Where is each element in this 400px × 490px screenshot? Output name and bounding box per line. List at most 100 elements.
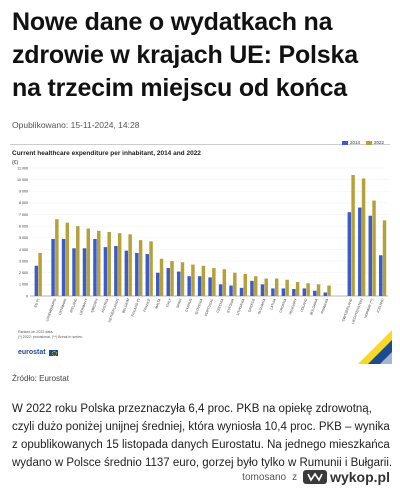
bar-2022 [285, 279, 289, 296]
legend-swatch-2014 [341, 140, 348, 145]
bar-2022 [233, 272, 237, 296]
bar-2014 [208, 277, 212, 296]
bar-2022 [76, 226, 80, 296]
bar-2014 [72, 248, 76, 296]
bar-2014 [82, 248, 87, 296]
x-tick-label: LUXEMBOURG [45, 298, 57, 322]
bar-2014 [103, 247, 108, 296]
legend-label-2014: 2014 [349, 140, 360, 145]
bar-2014 [34, 265, 39, 296]
x-tick-label: GERMANY [79, 297, 89, 315]
article-body: W 2022 roku Polska przeznaczyła 6,4 proc… [12, 403, 393, 469]
watermark-user[interactable]: tomosano [242, 471, 287, 483]
x-tick-label: EU (*) [33, 298, 40, 308]
x-tick-label: ESTONIA [226, 297, 235, 313]
y-tick-label: 6 000 [19, 224, 28, 228]
x-tick-label: FINLAND (*) [131, 298, 141, 317]
bar-2014 [218, 284, 223, 296]
eurostat-logo: eurostat [18, 349, 58, 356]
y-tick-label: 11 000 [17, 166, 28, 170]
x-tick-label: HUNGARY [288, 297, 298, 315]
wykop-logo-icon [303, 470, 328, 484]
x-tick-label: BELGIUM [121, 298, 130, 314]
legend-swatch-2022 [365, 140, 372, 145]
bar-2014 [250, 280, 254, 296]
x-tick-label: MALTA [154, 297, 162, 309]
y-tick-label: 0 [26, 294, 28, 298]
y-tick-label: 4 000 [19, 248, 28, 252]
x-tick-label: LIECHTENSTEIN [351, 297, 364, 324]
bar-2022 [38, 252, 42, 296]
eu-flag-icon [48, 349, 58, 356]
x-tick-label: POLAND [300, 297, 309, 312]
bar-2014 [368, 215, 372, 296]
bar-2014 [239, 287, 244, 296]
chart-note-flags: (*) 2022: provisional. (**) Break in ser… [18, 335, 83, 339]
y-tick-label: 7 000 [19, 213, 28, 217]
bar-2014 [176, 271, 181, 296]
bar-2014 [292, 289, 296, 296]
x-tick-label: CROATIA [279, 297, 288, 313]
bar-2014 [156, 272, 160, 296]
bar-2022 [351, 174, 355, 296]
x-tick-label: ROMANIA [320, 297, 329, 314]
bar-2022 [372, 200, 376, 296]
bar-2022 [201, 265, 206, 296]
figure-divider [10, 144, 390, 145]
x-tick-label: CZECHIA [216, 297, 225, 313]
eurostat-logo-text: eurostat [18, 349, 46, 356]
bar-2014 [271, 288, 275, 296]
x-tick-label: AUSTRIA [101, 297, 110, 313]
bar-2022 [107, 232, 111, 296]
bar-2022 [254, 276, 258, 296]
watermark-separator: z [292, 471, 298, 483]
wykop-logo[interactable]: wykop.pl [303, 469, 390, 485]
bar-2022 [361, 178, 366, 296]
bar-2022 [159, 258, 164, 296]
bar-2014 [166, 268, 170, 296]
x-tick-label: ITALY [165, 297, 172, 307]
legend-label-2022: 2022 [373, 140, 384, 145]
y-tick-label: 1 000 [19, 283, 28, 287]
legend-item-2014: 2014 [341, 140, 360, 145]
chart-unit: (€) [12, 160, 19, 166]
x-tick-label: PORTUGAL [204, 298, 214, 317]
y-tick-label: 9 000 [19, 190, 28, 194]
bar-chart: 0 1 000 2 000 3 000 4 000 5 000 6 000 7 000 8 00… [17, 166, 388, 324]
bar-2014 [93, 238, 97, 296]
y-tick-label: 2 000 [19, 271, 28, 275]
source-caption: Źródło: Eurostat [12, 374, 69, 383]
legend-item-2022: 2022 [365, 140, 384, 145]
publish-date: Opublikowano: 15-11-2024, 14:28 [12, 120, 140, 130]
bar-2022 [96, 230, 101, 296]
bar-2014 [358, 207, 362, 296]
bar-2014 [61, 238, 66, 296]
x-tick-label: LITHUANIA [236, 297, 246, 316]
bar-2014 [114, 245, 118, 296]
x-tick-label: SWEDEN [90, 297, 99, 313]
x-tick-label: SPAIN [176, 297, 183, 308]
chart-note: Ranked on 2022 data. (*) 2022: provision… [18, 330, 83, 340]
x-tick-label: SLOVENIA [194, 297, 204, 315]
bar-2014 [135, 252, 139, 296]
bar-2022 [295, 282, 300, 296]
bar-2014 [323, 292, 327, 296]
bar-2014 [302, 288, 307, 296]
bar-2022 [382, 220, 387, 296]
x-tick-label: GREECE [247, 297, 256, 313]
bar-2022 [65, 222, 70, 296]
bar-2022 [138, 240, 143, 296]
y-tick-label: 10 000 [17, 178, 28, 182]
bar-2022 [128, 234, 132, 296]
x-tick-label: LATVIA [269, 297, 277, 310]
chart-note-ranking: Ranked on 2022 data. [18, 330, 54, 334]
x-tick-label: NORWAY (**) [363, 298, 374, 319]
bar-2014 [145, 254, 150, 296]
chart-figure: Current healthcare expenditure per inhab… [8, 138, 392, 364]
bar-2022 [264, 278, 268, 296]
x-tick-label: ICELAND [376, 297, 385, 313]
bar-2014 [229, 285, 233, 296]
y-tick-label: 5 000 [19, 236, 28, 240]
x-tick-label: CYPRUS [185, 297, 194, 312]
chart-title: Current healthcare expenditure per inhab… [12, 150, 201, 157]
